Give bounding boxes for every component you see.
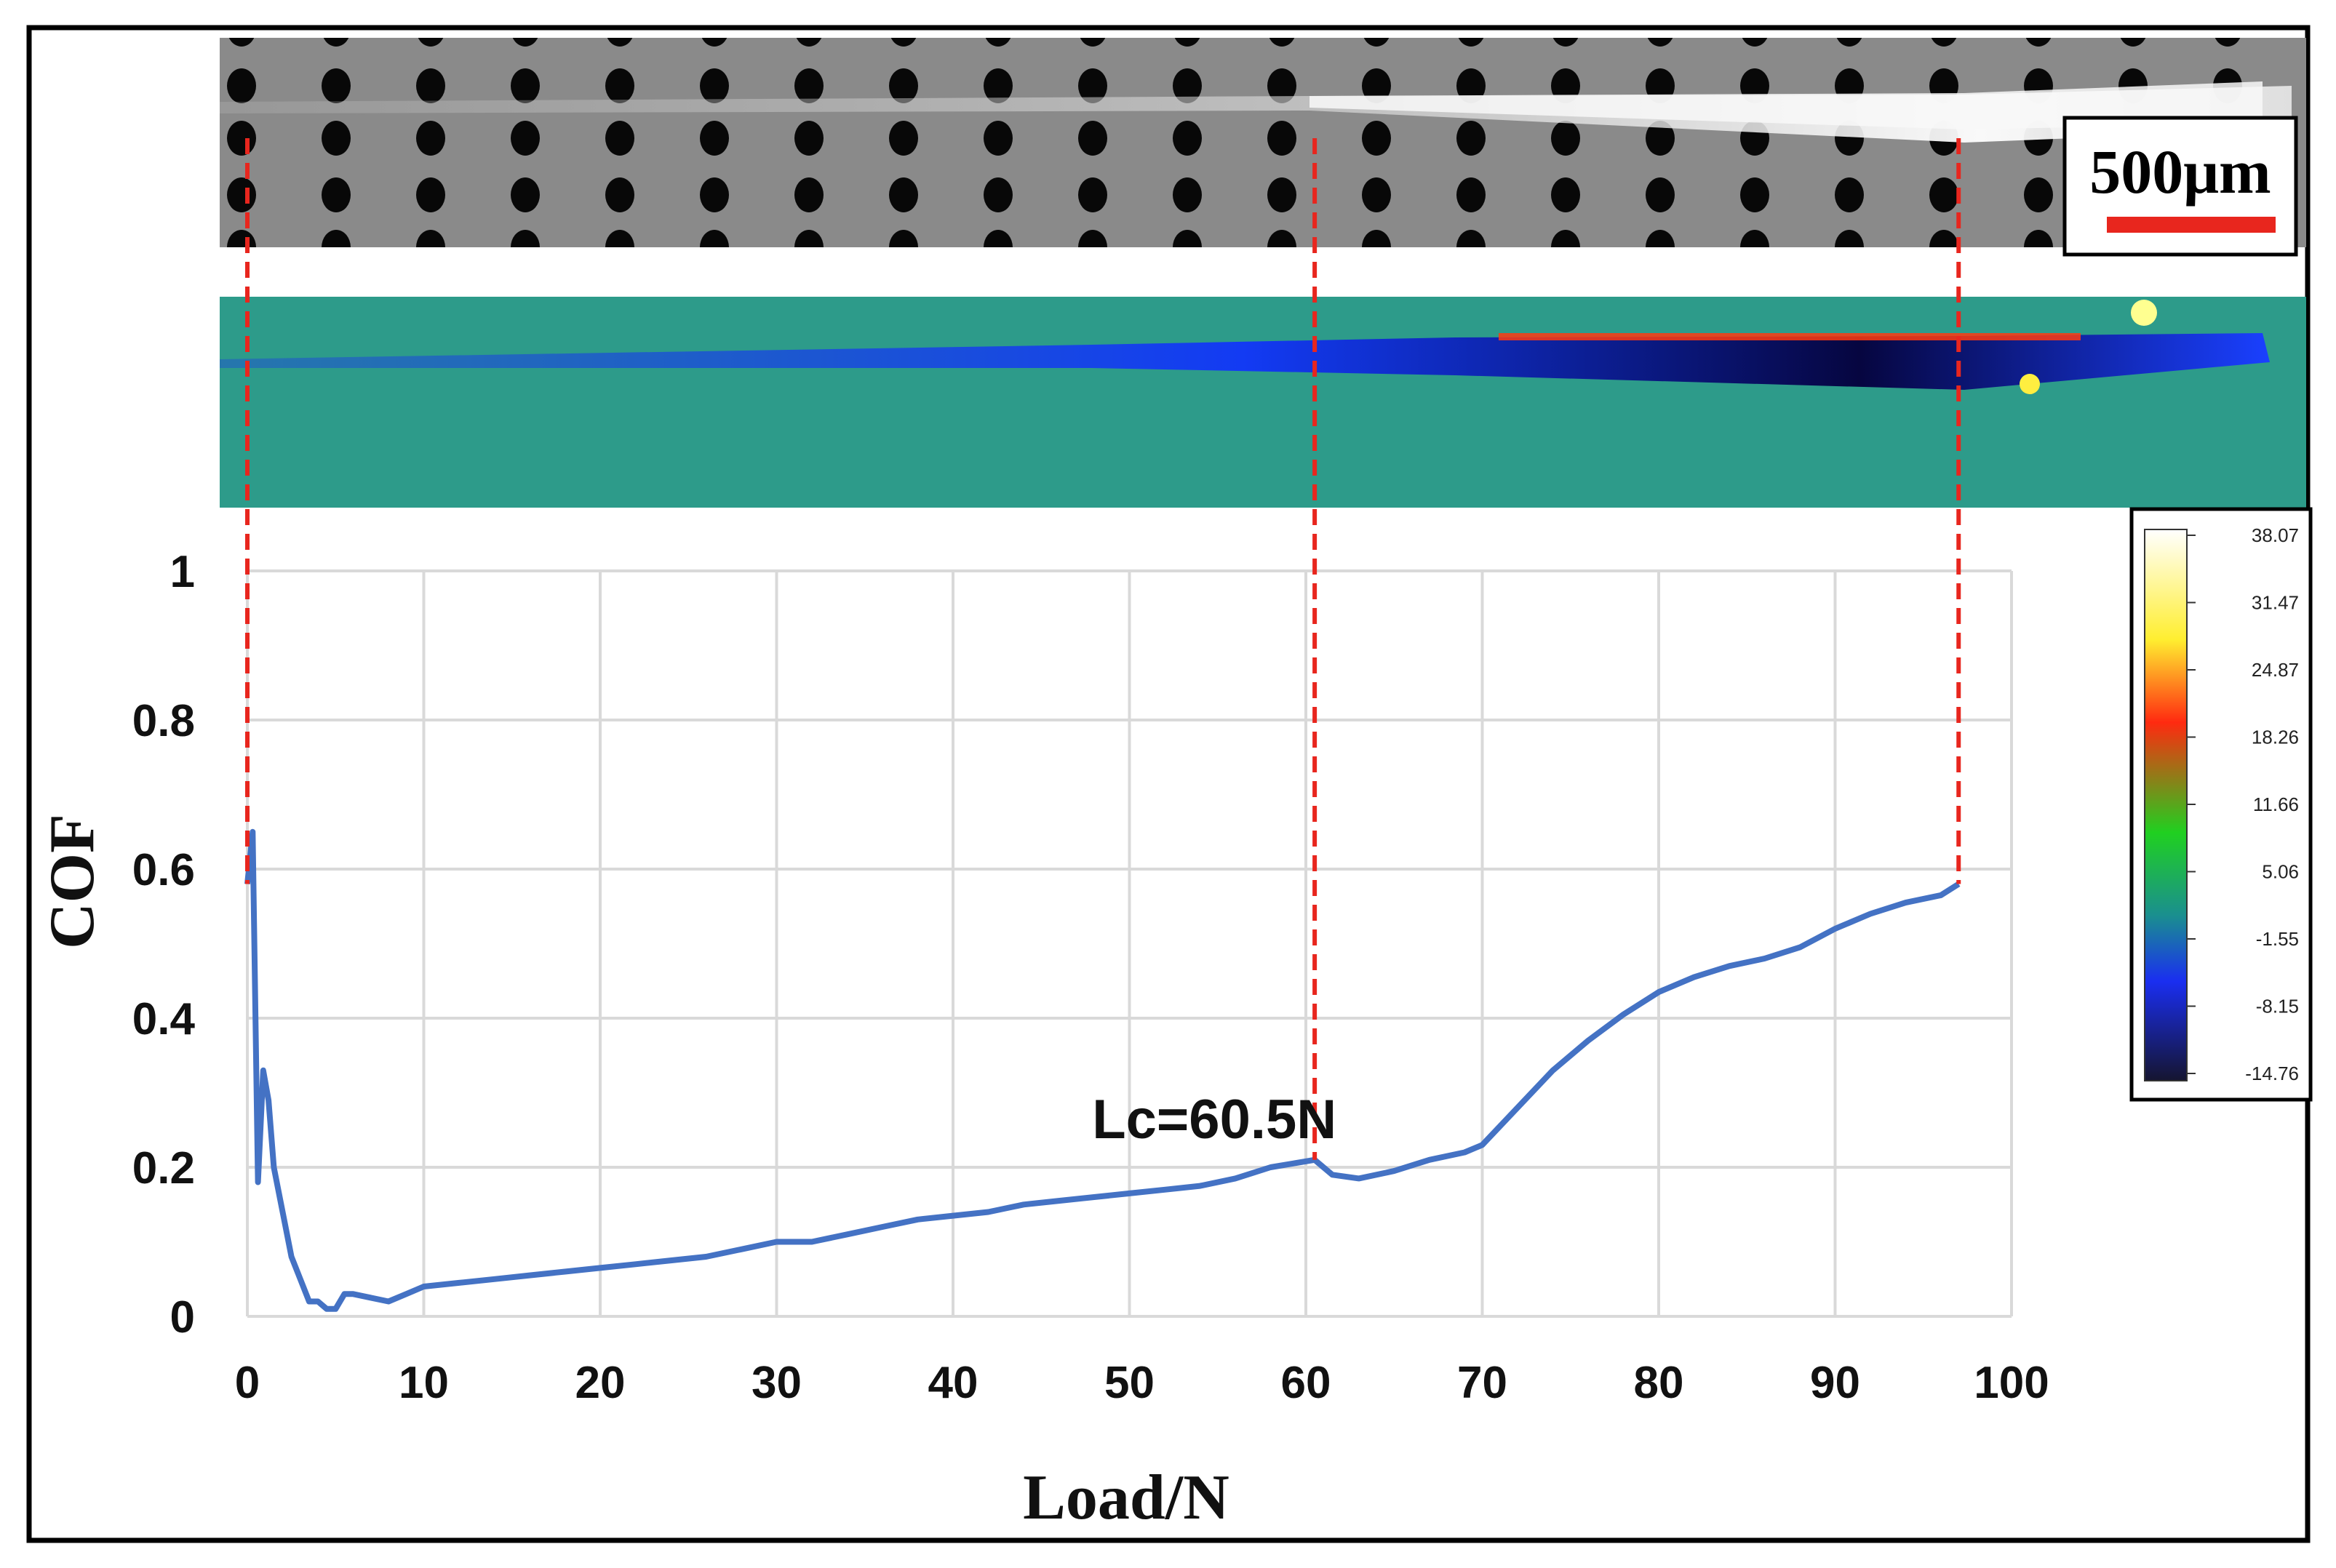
x-tick-label: 20 <box>575 1358 626 1408</box>
cof-series-line <box>244 828 1961 1312</box>
profile-map <box>220 297 2306 508</box>
scale-bar-label: 500μm <box>2089 137 2271 207</box>
y-axis-ticks: 0 0.2 0.4 0.6 0.8 1 <box>132 547 196 1343</box>
colorbar-label: 31.47 <box>2252 592 2299 614</box>
colorbar-label: -8.15 <box>2256 996 2299 1017</box>
x-tick-label: 80 <box>1634 1358 1684 1408</box>
colorbar-label: -1.55 <box>2256 928 2299 950</box>
colorbar-label: 5.06 <box>2262 861 2299 883</box>
grid <box>246 569 2013 1318</box>
colorbar-label: 24.87 <box>2252 659 2299 681</box>
x-tick-label: 30 <box>752 1358 802 1408</box>
colorbar: 38.07 31.47 24.87 18.26 11.66 5.06 -1.55 -8.15 -… <box>2129 507 2313 1102</box>
x-tick-label: 50 <box>1104 1358 1155 1408</box>
x-tick-label: 10 <box>399 1358 449 1408</box>
scale-bar <box>2107 217 2276 233</box>
y-tick-label: 1 <box>170 547 195 597</box>
x-axis-ticks: 0 10 20 30 40 50 60 70 80 90 100 <box>235 1358 2049 1408</box>
colorbar-label: -14.76 <box>2245 1063 2299 1084</box>
plot-area: 0 10 20 30 40 50 60 70 80 90 100 0 0.2 0.4 0.6 0.8 1 Lc… <box>132 138 2049 1408</box>
figure-border <box>26 25 2311 1543</box>
x-axis-title: Load/N <box>1023 1463 1229 1533</box>
x-tick-label: 40 <box>928 1358 978 1408</box>
x-tick-label: 90 <box>1810 1358 1860 1408</box>
guide-lines <box>245 138 1961 1160</box>
y-axis-title: COF <box>37 814 108 949</box>
y-tick-label: 0.2 <box>132 1143 195 1193</box>
y-tick-label: 0.8 <box>132 696 195 746</box>
optical-micrograph: 500μm <box>220 38 2306 257</box>
x-tick-label: 70 <box>1457 1358 1507 1408</box>
y-tick-label: 0.4 <box>132 994 196 1044</box>
colorbar-label: 38.07 <box>2252 524 2299 546</box>
y-tick-label: 0 <box>170 1292 195 1343</box>
x-tick-label: 100 <box>1974 1358 2049 1408</box>
colorbar-label: 18.26 <box>2252 727 2299 748</box>
x-tick-label: 0 <box>235 1358 260 1408</box>
x-tick-label: 60 <box>1281 1358 1331 1408</box>
colorbar-label: 11.66 <box>2253 793 2299 815</box>
y-tick-label: 0.6 <box>132 845 195 895</box>
critical-load-annotation: Lc=60.5N <box>1092 1089 1336 1151</box>
